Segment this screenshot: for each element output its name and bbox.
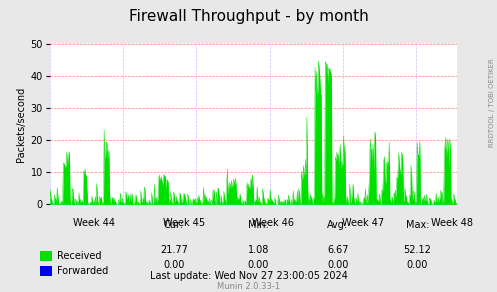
Text: Week 45: Week 45 <box>163 218 205 227</box>
Text: Week 48: Week 48 <box>431 218 473 227</box>
Y-axis label: Packets/second: Packets/second <box>16 86 26 162</box>
Text: Last update: Wed Nov 27 23:00:05 2024: Last update: Wed Nov 27 23:00:05 2024 <box>150 272 347 281</box>
Text: 52.12: 52.12 <box>404 245 431 255</box>
Text: Cur:: Cur: <box>164 220 184 230</box>
Text: Received: Received <box>57 251 102 261</box>
Text: Forwarded: Forwarded <box>57 266 108 276</box>
Text: Week 47: Week 47 <box>342 218 384 227</box>
Text: 0.00: 0.00 <box>248 260 269 270</box>
Text: Munin 2.0.33-1: Munin 2.0.33-1 <box>217 282 280 291</box>
Text: 1.08: 1.08 <box>248 245 269 255</box>
Text: Max:: Max: <box>406 220 429 230</box>
Text: 0.00: 0.00 <box>327 260 349 270</box>
Text: RRDTOOL / TOBI OETIKER: RRDTOOL / TOBI OETIKER <box>489 58 495 147</box>
Bar <box>40 251 52 261</box>
Text: Avg:: Avg: <box>328 220 348 230</box>
Text: 21.77: 21.77 <box>160 245 188 255</box>
Text: 0.00: 0.00 <box>163 260 185 270</box>
Text: Week 44: Week 44 <box>74 218 115 227</box>
Text: 6.67: 6.67 <box>327 245 349 255</box>
Bar <box>40 266 52 276</box>
Text: Min:: Min: <box>248 220 269 230</box>
Text: Firewall Throughput - by month: Firewall Throughput - by month <box>129 9 368 24</box>
Text: Week 46: Week 46 <box>252 218 294 227</box>
Text: 0.00: 0.00 <box>407 260 428 270</box>
